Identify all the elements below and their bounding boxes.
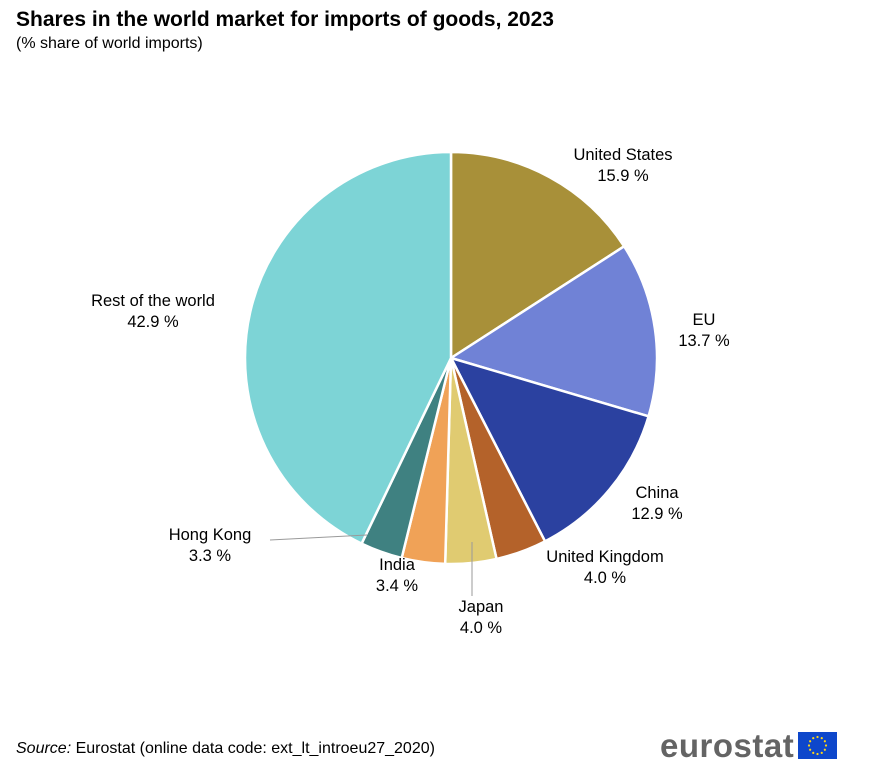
flag-star — [809, 740, 812, 743]
flag-star — [816, 735, 819, 739]
source-note: Source: Eurostat (online data code: ext_… — [16, 740, 435, 758]
pie-slices — [243, 150, 659, 566]
leader-lines — [269, 534, 473, 596]
source-label: Source: — [16, 740, 72, 757]
flag-star — [823, 748, 827, 751]
slice-label-china: China 12.9 % — [631, 484, 683, 523]
leader-line-hong-kong — [269, 534, 368, 541]
brand-name: eurostat — [660, 727, 795, 764]
pie-slice-rest-of-the-world — [243, 150, 453, 545]
pie-slice-china — [449, 356, 650, 543]
slice-label-united-states: United States 15.9 % — [573, 146, 672, 185]
pie-slice-united-states — [449, 150, 626, 360]
flag-star — [812, 737, 815, 740]
flag-star — [820, 737, 824, 740]
slice-label-eu: EU 13.7 % — [678, 311, 730, 350]
slice-label-hong-kong: Hong Kong 3.3 % — [169, 526, 252, 565]
flag-star — [820, 751, 824, 754]
eu-flag-icon — [798, 732, 838, 759]
slice-label-rest-of-the-world: Rest of the world 42.9 % — [91, 292, 215, 331]
flag-star — [825, 744, 828, 747]
chart-title: Shares in the world market for imports o… — [16, 8, 554, 31]
slice-label-india: India 3.4 % — [376, 556, 419, 595]
flag-star — [808, 744, 811, 747]
pie-slice-eu — [449, 245, 659, 418]
flag-star — [809, 748, 812, 751]
flag-star — [816, 752, 819, 756]
slice-labels: United States 15.9 % EU 13.7 % China 12.9 % Un… — [91, 146, 730, 637]
chart-subtitle: (% share of world imports) — [16, 35, 203, 52]
slice-label-japan: Japan 4.0 % — [459, 598, 504, 637]
flag-star — [812, 751, 815, 754]
slice-label-united-kingdom: United Kingdom 4.0 % — [546, 548, 663, 587]
flag-star — [823, 740, 827, 743]
eurostat-logo: eurostat — [660, 727, 838, 764]
source-text: Eurostat (online data code: ext_lt_intro… — [75, 740, 435, 757]
